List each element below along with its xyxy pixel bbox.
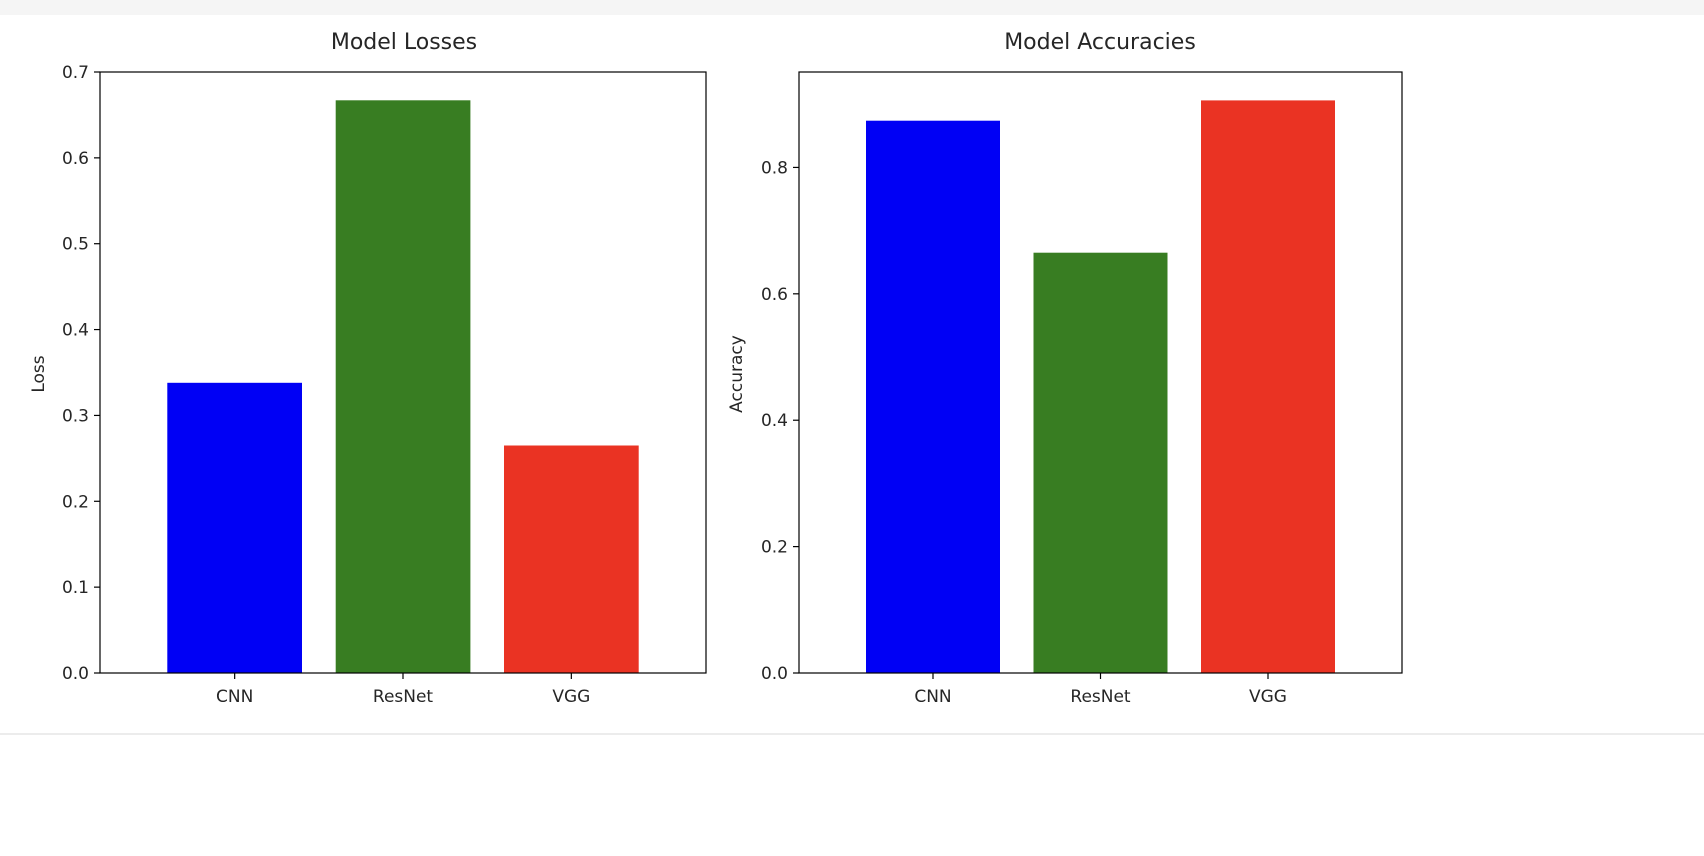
y-tick-label: 0.1 (62, 578, 89, 598)
chart-title: Model Accuracies (1004, 30, 1196, 55)
y-tick-label: 0.3 (62, 406, 89, 426)
y-tick-label: 0.2 (62, 492, 89, 512)
x-tick-label: CNN (914, 687, 951, 707)
y-tick-label: 0.0 (62, 664, 89, 684)
y-axis-label: Accuracy (727, 335, 747, 413)
notebook-output-panel: Model Losses Loss CNN ResNet VGG 0.0 0.1 0.2 0… (0, 15, 1704, 735)
bar-cnn (866, 120, 1000, 673)
y-tick-label: 0.6 (62, 149, 89, 169)
x-tick-label: ResNet (1070, 687, 1131, 707)
cell-toolbar-strip (0, 0, 1704, 15)
accuracy-chart: Model Accuracies Accuracy CNN ResNet VGG 0.… (727, 30, 1403, 707)
accuracy-plot-area: CNN ResNet VGG 0.0 0.2 0.4 0.6 0.8 (761, 71, 1403, 707)
y-tick-label: 0.4 (761, 411, 788, 431)
chart-title: Model Losses (331, 30, 477, 55)
y-axis-label: Loss (29, 355, 49, 392)
y-tick-label: 0.2 (761, 538, 788, 558)
bar-chart-figure: Model Losses Loss CNN ResNet VGG 0.0 0.1 0.2 0… (29, 30, 1403, 707)
axes-frame (798, 71, 1403, 674)
loss-plot-area: CNN ResNet VGG 0.0 0.1 0.2 0.3 0.4 0.5 0.6 0.7 (62, 63, 707, 707)
y-tick-label: 0.0 (761, 664, 788, 684)
y-tick-label: 0.7 (62, 63, 89, 83)
bar-vgg (504, 445, 639, 673)
y-tick-label: 0.8 (761, 158, 788, 178)
y-tick-label: 0.4 (62, 321, 89, 341)
bar-resnet (335, 100, 471, 674)
bar-vgg (1201, 100, 1335, 673)
x-tick-label: VGG (552, 687, 590, 707)
x-tick-label: VGG (1249, 687, 1287, 707)
x-tick-label: CNN (216, 687, 253, 707)
bar-resnet (1033, 252, 1168, 673)
y-tick-label: 0.6 (761, 285, 788, 305)
axes-frame (99, 71, 707, 674)
loss-chart: Model Losses Loss CNN ResNet VGG 0.0 0.1 0.2 0… (29, 30, 707, 707)
bar-cnn (167, 382, 302, 673)
x-tick-label: ResNet (373, 687, 434, 707)
y-tick-label: 0.5 (62, 235, 89, 255)
